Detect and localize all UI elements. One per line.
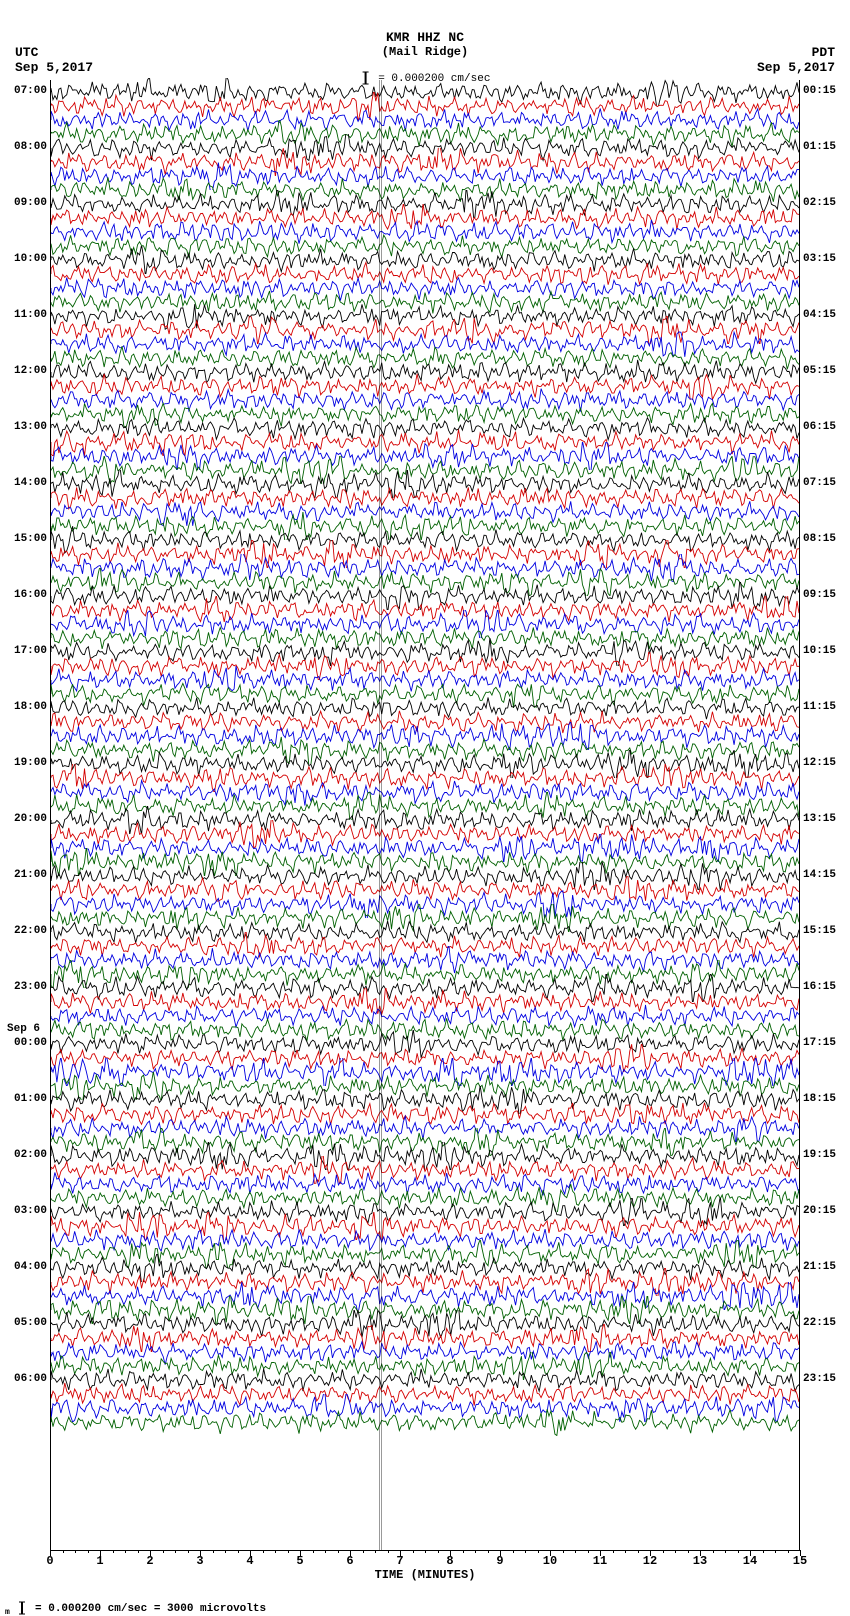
x-tick-label: 12 bbox=[643, 1554, 657, 1568]
utc-time-label: 03:00 bbox=[7, 1205, 47, 1217]
pdt-time-label: 10:15 bbox=[803, 645, 843, 657]
utc-time-label: 09:00 bbox=[7, 197, 47, 209]
footer-scale: m = 0.000200 cm/sec = 3000 microvolts bbox=[0, 1590, 850, 1616]
x-tick-label: 7 bbox=[396, 1554, 403, 1568]
utc-time-label: 15:00 bbox=[7, 533, 47, 545]
pdt-time-label: 12:15 bbox=[803, 757, 843, 769]
x-tick-label: 14 bbox=[743, 1554, 757, 1568]
station-location: (Mail Ridge) bbox=[382, 45, 468, 59]
utc-time-label: 08:00 bbox=[7, 141, 47, 153]
pdt-time-label: 21:15 bbox=[803, 1261, 843, 1273]
station-code: KMR HHZ NC bbox=[386, 30, 464, 45]
x-tick-label: 3 bbox=[196, 1554, 203, 1568]
utc-label: UTC bbox=[15, 45, 38, 60]
utc-time-label: 21:00 bbox=[7, 869, 47, 881]
pdt-time-label: 14:15 bbox=[803, 869, 843, 881]
footer-text: = 0.000200 cm/sec = 3000 microvolts bbox=[35, 1603, 266, 1615]
utc-time-label: 01:00 bbox=[7, 1093, 47, 1105]
pdt-time-label: 23:15 bbox=[803, 1373, 843, 1385]
pdt-time-label: 20:15 bbox=[803, 1205, 843, 1217]
utc-time-label: 23:00 bbox=[7, 981, 47, 993]
utc-time-label: 19:00 bbox=[7, 757, 47, 769]
pdt-time-label: 11:15 bbox=[803, 701, 843, 713]
utc-time-label: 11:00 bbox=[7, 309, 47, 321]
pdt-time-label: 22:15 bbox=[803, 1317, 843, 1329]
utc-time-label: 17:00 bbox=[7, 645, 47, 657]
utc-time-label: 14:00 bbox=[7, 477, 47, 489]
pdt-time-label: 06:15 bbox=[803, 421, 843, 433]
pdt-time-label: 18:15 bbox=[803, 1093, 843, 1105]
x-tick-label: 1 bbox=[96, 1554, 103, 1568]
utc-date: Sep 5,2017 bbox=[15, 60, 93, 75]
utc-time-label: 10:00 bbox=[7, 253, 47, 265]
utc-time-label: 04:00 bbox=[7, 1261, 47, 1273]
x-tick-label: 9 bbox=[496, 1554, 503, 1568]
seismogram-container: UTC Sep 5,2017 KMR HHZ NC (Mail Ridge) =… bbox=[0, 0, 850, 1616]
x-tick-label: 2 bbox=[146, 1554, 153, 1568]
utc-time-label: 07:00 bbox=[7, 85, 47, 97]
pdt-time-label: 07:15 bbox=[803, 477, 843, 489]
pdt-time-label: 02:15 bbox=[803, 197, 843, 209]
x-tick-label: 15 bbox=[793, 1554, 807, 1568]
utc-time-label: 02:00 bbox=[7, 1149, 47, 1161]
utc-time-label: 00:00 bbox=[7, 1037, 47, 1049]
pdt-time-label: 15:15 bbox=[803, 925, 843, 937]
day-label: Sep 6 bbox=[7, 1023, 40, 1035]
pdt-time-label: 13:15 bbox=[803, 813, 843, 825]
pdt-time-label: 19:15 bbox=[803, 1149, 843, 1161]
helicorder-plot: 07:0000:1508:0001:1509:0002:1510:0003:15… bbox=[50, 80, 800, 1550]
pdt-time-label: 05:15 bbox=[803, 365, 843, 377]
pdt-time-label: 09:15 bbox=[803, 589, 843, 601]
header: UTC Sep 5,2017 KMR HHZ NC (Mail Ridge) =… bbox=[0, 0, 850, 80]
pdt-time-label: 01:15 bbox=[803, 141, 843, 153]
utc-time-label: 22:00 bbox=[7, 925, 47, 937]
pdt-time-label: 08:15 bbox=[803, 533, 843, 545]
pdt-date: Sep 5,2017 bbox=[757, 60, 835, 75]
x-tick-label: 6 bbox=[346, 1554, 353, 1568]
x-axis-label: TIME (MINUTES) bbox=[50, 1550, 800, 1582]
x-tick-label: 10 bbox=[543, 1554, 557, 1568]
pdt-time-label: 17:15 bbox=[803, 1037, 843, 1049]
pdt-time-label: 03:15 bbox=[803, 253, 843, 265]
x-tick-label: 0 bbox=[46, 1554, 53, 1568]
x-axis: TIME (MINUTES) 0123456789101112131415 bbox=[50, 1550, 800, 1590]
utc-time-label: 12:00 bbox=[7, 365, 47, 377]
x-tick-label: 8 bbox=[446, 1554, 453, 1568]
utc-time-label: 13:00 bbox=[7, 421, 47, 433]
pdt-label: PDT bbox=[812, 45, 835, 60]
utc-time-label: 06:00 bbox=[7, 1373, 47, 1385]
x-tick-label: 4 bbox=[246, 1554, 253, 1568]
utc-time-label: 16:00 bbox=[7, 589, 47, 601]
utc-time-label: 18:00 bbox=[7, 701, 47, 713]
trace-row bbox=[51, 1415, 799, 1429]
x-tick-label: 5 bbox=[296, 1554, 303, 1568]
utc-time-label: 20:00 bbox=[7, 813, 47, 825]
pdt-time-label: 00:15 bbox=[803, 85, 843, 97]
x-tick-label: 11 bbox=[593, 1554, 607, 1568]
pdt-time-label: 16:15 bbox=[803, 981, 843, 993]
x-tick-label: 13 bbox=[693, 1554, 707, 1568]
utc-time-label: 05:00 bbox=[7, 1317, 47, 1329]
pdt-time-label: 04:15 bbox=[803, 309, 843, 321]
